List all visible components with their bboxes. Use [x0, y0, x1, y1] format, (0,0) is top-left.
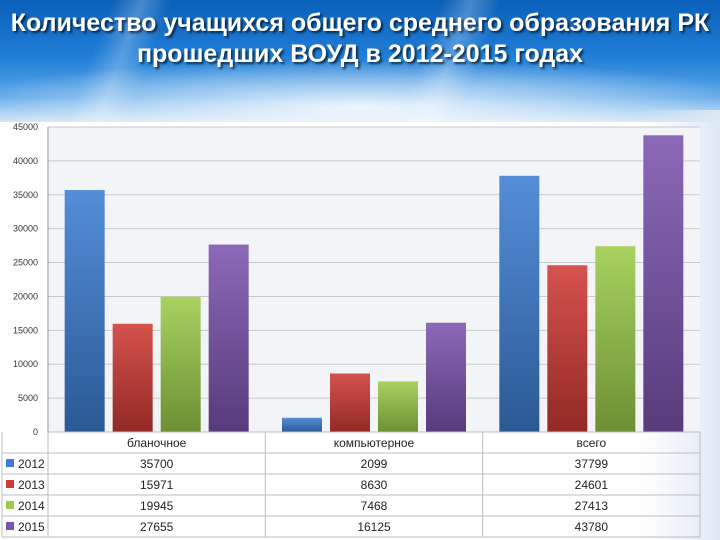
bar-2013-1	[112, 323, 153, 432]
bar-2012-3	[499, 175, 540, 433]
banner-glow	[0, 62, 720, 122]
table-cell: 37799	[575, 457, 609, 471]
legend-swatch-2012	[6, 459, 14, 467]
bar-2015-3	[643, 135, 684, 432]
table-cell: 7468	[361, 499, 388, 513]
y-tick-label: 40000	[13, 156, 38, 166]
legend-label: 2012	[18, 457, 45, 471]
chart-title: Количество учащихся общего среднего обра…	[10, 9, 710, 68]
data-table: бланочное компьютерное всего 2012 35700 2099 3…	[1, 431, 701, 538]
legend-swatch-2014	[6, 501, 14, 509]
table-cell: 16125	[357, 520, 391, 534]
y-tick-label: 25000	[13, 258, 38, 268]
bar-2014-3	[595, 246, 636, 432]
legend-label: 2014	[18, 499, 45, 513]
title-banner: Количество учащихся общего среднего обра…	[0, 0, 720, 122]
bar-2015-2	[426, 322, 466, 432]
y-tick-label: 35000	[13, 190, 38, 200]
bar-2012-1	[64, 190, 105, 432]
bars	[64, 135, 684, 433]
y-tick-label: 30000	[13, 224, 38, 234]
y-tick-label: 10000	[13, 359, 38, 369]
table-cell: 27655	[140, 520, 174, 534]
y-axis: 0 5000 10000 15000 20000 25000 30000 35000 40000…	[13, 122, 49, 437]
y-tick-label: 45000	[13, 122, 38, 132]
y-tick-label: 5000	[18, 393, 38, 403]
bar-2012-2	[282, 417, 322, 432]
bar-2014-2	[378, 381, 418, 432]
y-tick-label: 20000	[13, 291, 38, 301]
bar-2014-1	[160, 296, 201, 432]
bar-2015-1	[208, 244, 249, 432]
bar-2013-2	[330, 373, 370, 432]
legend-label: 2013	[18, 478, 45, 492]
category-label: всего	[576, 436, 606, 450]
table-cell: 35700	[140, 457, 174, 471]
legend-swatch-2013	[6, 480, 14, 488]
grid-lines	[48, 126, 700, 433]
y-tick-label: 0	[33, 427, 38, 437]
legend-swatch-2015	[6, 522, 14, 530]
y-tick-label: 15000	[13, 325, 38, 335]
table-cell: 24601	[575, 478, 609, 492]
table-cell: 19945	[140, 499, 174, 513]
table-cell: 27413	[575, 499, 609, 513]
legend-label: 2015	[18, 520, 45, 534]
plot-area	[48, 127, 700, 432]
category-label: компьютерное	[334, 436, 415, 450]
table-cell: 8630	[361, 478, 388, 492]
table-cell: 15971	[140, 478, 174, 492]
table-cell: 43780	[575, 520, 609, 534]
bar-2013-3	[547, 265, 588, 432]
category-label: бланочное	[127, 436, 187, 450]
table-cell: 2099	[361, 457, 388, 471]
